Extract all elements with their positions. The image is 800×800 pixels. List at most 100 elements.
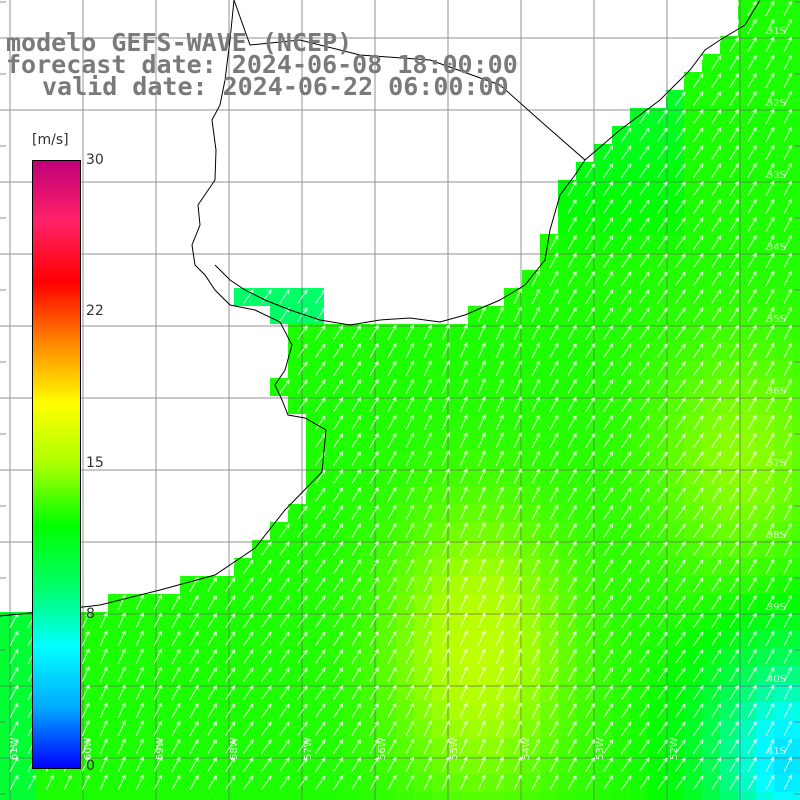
wind-cell: [432, 648, 450, 666]
wind-cell: [522, 684, 540, 702]
wind-arrow: [549, 684, 559, 700]
wind-cell: [738, 270, 756, 288]
wind-arrow: [369, 468, 379, 484]
wind-cell: [432, 468, 450, 486]
wind-arrow: [441, 504, 450, 520]
wind-cell: [630, 702, 648, 720]
wind-arrow: [693, 235, 704, 250]
wind-arrow: [693, 289, 704, 304]
wind-cell: [306, 540, 324, 558]
wind-cell: [396, 666, 414, 684]
wind-cell: [198, 666, 216, 684]
wind-arrow: [279, 757, 290, 772]
wind-cell: [630, 252, 648, 270]
wind-cell: [126, 702, 144, 720]
wind-cell: [774, 666, 792, 684]
wind-arrow: [405, 774, 415, 790]
wind-cell: [720, 774, 738, 792]
wind-arrow: [621, 541, 632, 556]
wind-arrow: [531, 360, 541, 376]
wind-cell: [414, 774, 432, 792]
wind-cell: [774, 378, 792, 396]
wind-cell: [594, 666, 612, 684]
wind-cell: [648, 558, 666, 576]
wind-arrow: [423, 468, 432, 484]
wind-arrow: [765, 252, 775, 268]
wind-cell: [522, 378, 540, 396]
wind-cell: [144, 702, 162, 720]
wind-arrow: [567, 216, 577, 232]
wind-cell: [612, 342, 630, 360]
wind-arrow: [729, 756, 739, 772]
wind-arrow: [369, 450, 379, 466]
wind-cell: [108, 684, 126, 702]
wind-cell: [288, 522, 306, 540]
wind-arrow: [171, 630, 181, 646]
wind-cell: [756, 522, 774, 540]
wind-cell: [666, 666, 684, 684]
wind-arrow: [261, 613, 272, 628]
wind-arrow: [513, 612, 522, 628]
wind-arrow: [495, 630, 504, 646]
wind-cell: [270, 558, 288, 576]
wind-arrow: [405, 648, 415, 664]
wind-cell: [792, 486, 800, 504]
wind-cell: [702, 90, 720, 108]
wind-cell: [738, 666, 756, 684]
wind-cell: [324, 342, 342, 360]
wind-cell: [486, 342, 504, 360]
wind-cell: [720, 486, 738, 504]
wind-cell: [612, 612, 630, 630]
wind-arrow: [549, 720, 559, 736]
wind-cell: [792, 306, 800, 324]
wind-cell: [432, 612, 450, 630]
lat-label-41s: 41S: [766, 746, 786, 757]
wind-cell: [612, 756, 630, 774]
wind-arrow: [639, 469, 650, 484]
wind-arrow: [657, 415, 668, 430]
wind-arrow: [783, 450, 793, 466]
wind-arrow: [585, 216, 595, 232]
wind-arrow: [621, 163, 632, 178]
wind-arrow: [729, 612, 739, 628]
wind-arrow: [621, 721, 632, 736]
wind-cell: [774, 198, 792, 216]
wind-arrow: [765, 630, 775, 646]
wind-cell: [450, 414, 468, 432]
wind-arrow: [441, 324, 450, 340]
wind-arrow: [711, 667, 722, 682]
wind-cell: [648, 162, 666, 180]
wind-cell: [738, 306, 756, 324]
wind-cell: [234, 612, 252, 630]
wind-cell: [648, 198, 666, 216]
wind-arrow: [405, 396, 415, 412]
wind-cell: [504, 630, 522, 648]
wind-cell: [702, 414, 720, 432]
wind-cell: [756, 90, 774, 108]
wind-arrow: [729, 684, 739, 700]
wind-cell: [720, 468, 738, 486]
wind-cell: [450, 432, 468, 450]
wind-cell: [756, 72, 774, 90]
wind-cell: [324, 576, 342, 594]
wind-cell: [666, 414, 684, 432]
wind-arrow: [639, 649, 650, 664]
wind-cell: [72, 792, 90, 800]
wind-arrow: [441, 594, 450, 610]
wind-arrow: [531, 288, 541, 304]
wind-cell: [576, 504, 594, 522]
wind-cell: [792, 774, 800, 792]
wind-cell: [774, 108, 792, 126]
wind-arrow: [657, 433, 668, 448]
wind-cell: [18, 774, 36, 792]
wind-arrow: [189, 630, 199, 646]
wind-arrow: [675, 577, 686, 592]
wind-arrow: [459, 378, 468, 394]
wind-cell: [774, 648, 792, 666]
wind-cell: [738, 648, 756, 666]
wind-cell: [450, 378, 468, 396]
wind-arrow: [153, 684, 163, 700]
wind-arrow: [603, 487, 614, 502]
wind-arrow: [315, 649, 326, 664]
wind-cell: [540, 630, 558, 648]
